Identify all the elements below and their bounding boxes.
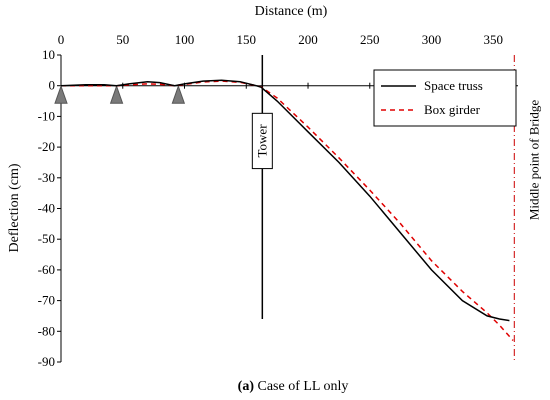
series-space-truss-line xyxy=(60,79,510,322)
support-triangle xyxy=(109,84,124,104)
tower-label: Tower xyxy=(251,112,273,170)
y-tick-label: -90 xyxy=(38,354,55,369)
x-axis-ticks: 0 50 100 150 200 250 300 350 xyxy=(58,32,503,89)
caption-prefix: (a) xyxy=(238,379,255,394)
x-tick-label: 100 xyxy=(175,32,195,47)
x-tick-label: 200 xyxy=(298,32,318,47)
legend-label-box-girder: Box girder xyxy=(424,102,481,117)
y-tick-label: -50 xyxy=(38,231,55,246)
x-tick-label: 300 xyxy=(422,32,442,47)
x-axis-title: Distance (m) xyxy=(255,4,328,19)
x-tick-label: 150 xyxy=(237,32,257,47)
tower-label-text: Tower xyxy=(254,124,269,158)
x-tick-label: 250 xyxy=(360,32,380,47)
y-tick-label: -20 xyxy=(38,139,55,154)
y-tick-label: -40 xyxy=(38,201,55,216)
y-tick-label: -80 xyxy=(38,323,55,338)
y-tick-label: -70 xyxy=(38,293,55,308)
x-tick-label: 0 xyxy=(58,32,65,47)
legend-box xyxy=(373,69,517,127)
support-markers xyxy=(54,84,186,104)
caption-text: Case of LL only xyxy=(254,379,348,394)
legend: Space truss Box girder xyxy=(373,69,517,127)
legend-label-space-truss: Space truss xyxy=(424,78,483,93)
figure-caption: (a) Case of LL only xyxy=(238,379,349,394)
y-axis-ticks: 10 0 -10 -20 -30 -40 -50 -60 -70 -80 -90 xyxy=(38,47,61,369)
y-tick-label: -60 xyxy=(38,262,55,277)
y-tick-label: 10 xyxy=(42,47,55,62)
y-tick-label: 0 xyxy=(49,78,56,93)
x-tick-label: 350 xyxy=(484,32,504,47)
y-axis-title: Deflection (cm) xyxy=(7,163,22,252)
y-tick-label: -30 xyxy=(38,170,55,185)
tower-label-box xyxy=(251,112,273,170)
support-triangle xyxy=(171,84,186,104)
y-tick-label: -10 xyxy=(38,108,55,123)
x-tick-label: 50 xyxy=(116,32,129,47)
support-triangle xyxy=(54,84,68,104)
middle-point-label: Middle point of Bridge xyxy=(526,100,541,220)
